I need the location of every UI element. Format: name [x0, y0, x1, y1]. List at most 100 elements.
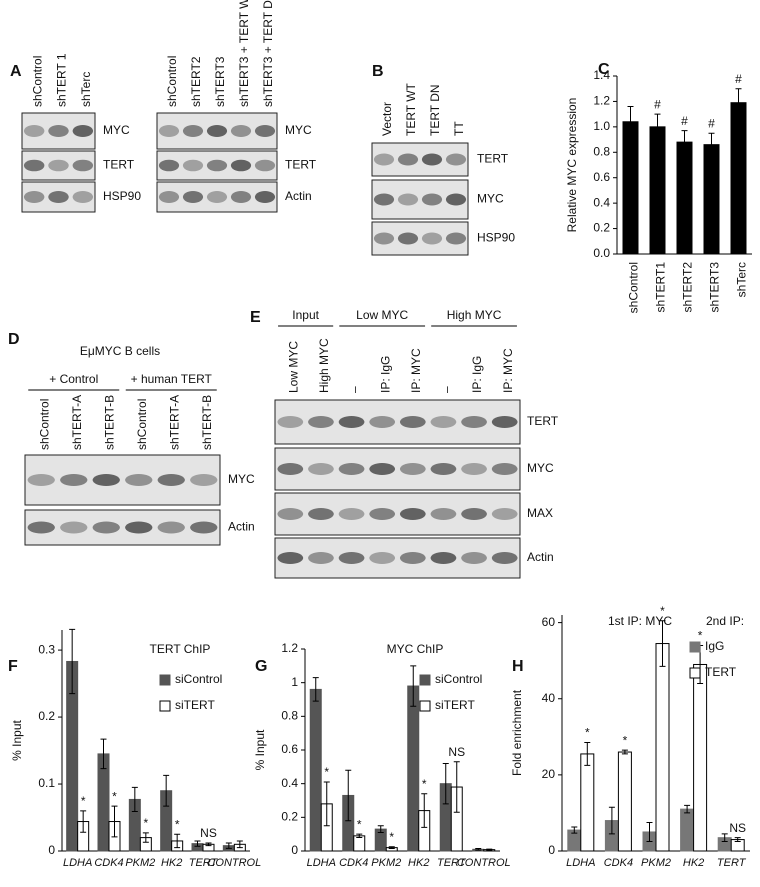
bar — [680, 808, 695, 852]
group-label: High MYC — [447, 308, 502, 322]
blot-band — [461, 416, 487, 428]
blot-band — [206, 159, 228, 172]
annotation: # — [735, 72, 742, 86]
error-bar — [486, 848, 493, 851]
legend-title: 2nd IP: — [706, 614, 744, 628]
x-tick-label: PKM2 — [371, 857, 401, 869]
y-axis-label: % Input — [253, 729, 267, 770]
error-bar — [312, 677, 319, 702]
blot-band — [182, 125, 204, 137]
y-tick-label: 1.2 — [593, 94, 610, 108]
x-tick-label: CONTROL — [457, 857, 511, 869]
group-label: Low MYC — [356, 308, 408, 322]
legend-label: siControl — [175, 672, 222, 686]
row-label: MYC — [477, 192, 504, 206]
error-bar — [475, 847, 482, 851]
error-bar — [410, 665, 417, 707]
annotation: # — [708, 116, 715, 130]
panel-letter: A — [10, 63, 22, 80]
x-tick-label: CDK4 — [94, 857, 123, 869]
blot-band — [397, 232, 419, 245]
blot-panel — [274, 447, 521, 491]
annotation: NS — [200, 826, 217, 840]
blot-band — [125, 521, 153, 534]
blot-band — [72, 191, 94, 203]
x-tick-label: shTerc — [735, 262, 749, 297]
bar — [693, 663, 708, 852]
blot-band — [430, 552, 457, 564]
error-bar — [654, 113, 661, 141]
annotation: * — [585, 726, 590, 740]
blot-band — [430, 463, 457, 475]
bar — [655, 643, 670, 852]
blot-band — [23, 159, 45, 172]
panel-letter: E — [250, 309, 261, 326]
blot-band — [491, 416, 518, 428]
lane-label: shControl — [30, 56, 44, 107]
row-label: Actin — [527, 550, 554, 564]
blot-band — [60, 521, 88, 534]
panel-letter: B — [372, 63, 384, 80]
blot-band — [92, 521, 120, 534]
blot-band — [399, 508, 426, 520]
error-bar — [236, 840, 243, 849]
row-label: MYC — [285, 123, 312, 137]
lane-label: shTERT-B — [200, 395, 214, 450]
error-bar — [681, 130, 688, 155]
y-tick-label: 40 — [542, 691, 556, 705]
error-bar — [621, 749, 628, 755]
blot-band — [399, 552, 426, 564]
annotation: # — [654, 97, 661, 111]
lane-label: TERT DN — [428, 84, 442, 136]
blot-band — [27, 474, 55, 486]
lane-label: – — [348, 386, 362, 393]
chart-title: TERT ChIP — [150, 642, 211, 656]
x-tick-label: CDK4 — [604, 857, 633, 869]
error-bar — [659, 620, 666, 667]
blot-band — [23, 191, 45, 203]
blot-band — [397, 193, 419, 206]
error-bar — [734, 837, 741, 842]
lane-label: TT — [452, 121, 466, 136]
y-tick-label: 0.6 — [281, 742, 298, 756]
y-tick-label: 0.2 — [38, 709, 55, 723]
error-bar — [205, 842, 212, 847]
bar — [617, 751, 632, 852]
blot-band — [399, 416, 426, 428]
blot-band — [190, 474, 218, 486]
blot-band — [72, 125, 94, 137]
y-tick-label: 60 — [542, 615, 556, 629]
x-tick-label: LDHA — [566, 857, 595, 869]
annotation: # — [681, 114, 688, 128]
lane-label: IP: MYC — [409, 348, 423, 393]
bar — [730, 102, 747, 255]
error-bar — [721, 833, 728, 842]
annotation: * — [357, 817, 362, 831]
y-tick-label: 0.1 — [38, 776, 55, 790]
blot-band — [277, 552, 304, 564]
row-label: MYC — [103, 123, 130, 137]
blot-band — [308, 508, 334, 520]
y-tick-label: 1 — [291, 675, 298, 689]
lane-label: Low MYC — [286, 341, 300, 393]
y-tick-label: 1.2 — [281, 641, 298, 655]
error-bar — [453, 761, 460, 813]
blot-band — [491, 463, 518, 475]
error-bar — [356, 833, 363, 839]
blot-band — [369, 508, 396, 520]
error-bar — [708, 132, 715, 157]
legend-label: siControl — [435, 672, 482, 686]
blot-band — [338, 416, 365, 428]
lane-label: IP: MYC — [501, 348, 515, 393]
legend-swatch — [159, 674, 171, 686]
annotation: * — [175, 817, 180, 831]
x-tick-label: LDHA — [63, 857, 92, 869]
blot-band — [254, 191, 276, 203]
row-label: TERT — [477, 152, 509, 166]
lane-label: shControl — [165, 56, 179, 107]
error-bar — [627, 106, 634, 138]
y-tick-label: 0.8 — [593, 144, 610, 158]
lane-label: shTERT3 — [213, 56, 227, 107]
row-label: TERT — [527, 414, 559, 428]
